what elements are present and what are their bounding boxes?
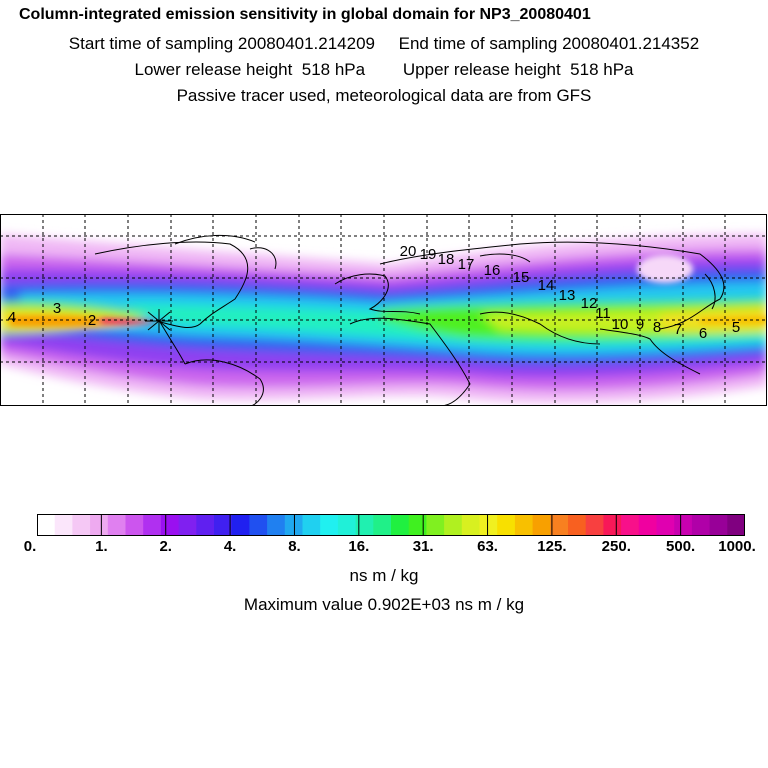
colorbar-swatch [373, 514, 392, 536]
colorbar-tick-label: 4. [223, 538, 237, 555]
colorbar-swatch [302, 514, 321, 536]
track-label-15: 15 [513, 269, 530, 286]
colorbar-swatch [37, 514, 56, 536]
colorbar-swatch [585, 514, 604, 536]
track-label-20: 20 [400, 243, 417, 260]
maximum-value: Maximum value 0.902E+03 ns m / kg [243, 595, 525, 614]
colorbar-swatch [532, 514, 551, 536]
colorbar-units: ns m / kg [349, 566, 419, 585]
colorbar-swatch [621, 514, 640, 536]
colorbar-swatch [709, 514, 728, 536]
colorbar-tick-label: 1. [95, 538, 108, 555]
plot-title: Column-integrated emission sensitivity i… [19, 6, 591, 23]
colorbar-tick-label: 250. [601, 538, 631, 555]
colorbar-tick-label: 0. [23, 538, 37, 555]
track-label-17: 17 [458, 256, 475, 273]
track-label-16: 16 [484, 262, 501, 279]
colorbar-swatch [603, 514, 622, 536]
colorbar-swatch [727, 514, 746, 536]
colorbar-swatch [160, 514, 180, 536]
track-label-13: 13 [559, 287, 576, 304]
track-label-7: 7 [674, 321, 682, 338]
colorbar-swatch [249, 514, 268, 536]
colorbar-swatch [214, 514, 233, 536]
colorbar-swatch [497, 514, 516, 536]
colorbar-swatch [284, 514, 303, 536]
release-heights: Lower release height 518 hPa Upper relea… [134, 60, 634, 79]
tracer-note: Passive tracer used, meteorological data… [176, 86, 592, 105]
colorbar-swatch [143, 514, 162, 536]
colorbar-swatch [691, 514, 711, 536]
colorbar-tick-label: 8. [288, 538, 301, 555]
colorbar-swatch [125, 514, 144, 536]
track-label-3: 3 [53, 300, 61, 317]
colorbar-swatch [408, 514, 427, 536]
track-label-11: 11 [595, 305, 611, 322]
colorbar-swatch [90, 514, 109, 536]
colorbar-swatch [54, 514, 73, 536]
track-label-4: 4 [8, 309, 16, 326]
colorbar-swatch [231, 514, 250, 536]
colorbar-swatch [638, 514, 657, 536]
track-label-6: 6 [699, 325, 707, 342]
colorbar-swatch [355, 514, 374, 536]
colorbar-tick-label: 16. [348, 538, 370, 555]
colorbar-tick-label: 1000. [718, 538, 756, 555]
colorbar-swatch [656, 514, 675, 536]
colorbar-tick-label: 2. [159, 538, 172, 555]
colorbar-swatch [267, 514, 286, 536]
colorbar-swatch [337, 514, 357, 536]
colorbar-tick-label: 500. [666, 538, 696, 555]
colorbar-swatch [196, 514, 215, 536]
track-label-5: 5 [732, 319, 740, 336]
colorbar-swatch [426, 514, 445, 536]
track-label-8: 8 [653, 319, 661, 336]
sampling-times: Start time of sampling 20080401.214209 E… [68, 34, 700, 53]
colorbar-swatch [178, 514, 197, 536]
colorbar [37, 514, 746, 536]
colorbar-swatch [479, 514, 498, 536]
colorbar-swatch [550, 514, 569, 536]
coastlines [94, 235, 725, 406]
colorbar-swatch [461, 514, 480, 536]
colorbar-swatch [674, 514, 693, 536]
track-label-10: 10 [612, 316, 629, 333]
colorbar-swatch [514, 514, 534, 536]
colorbar-swatch [444, 514, 463, 536]
colorbar-tick-label: 125. [537, 538, 567, 555]
track-label-12: 12 [581, 295, 598, 312]
track-label-18: 18 [438, 251, 455, 268]
graticule [0, 214, 767, 406]
track-label-9: 9 [636, 316, 644, 333]
colorbar-swatch [107, 514, 126, 536]
colorbar-swatch [320, 514, 339, 536]
release-point-marker [145, 309, 173, 333]
colorbar-tick-label: 31. [412, 538, 434, 555]
track-label-14: 14 [538, 277, 555, 294]
track-label-19: 19 [420, 246, 437, 263]
colorbar-tick-label: 63. [477, 538, 498, 555]
colorbar-swatch [72, 514, 91, 536]
colorbar-swatch [568, 514, 587, 536]
colorbar-swatch [391, 514, 410, 536]
track-label-2: 2 [88, 312, 96, 329]
